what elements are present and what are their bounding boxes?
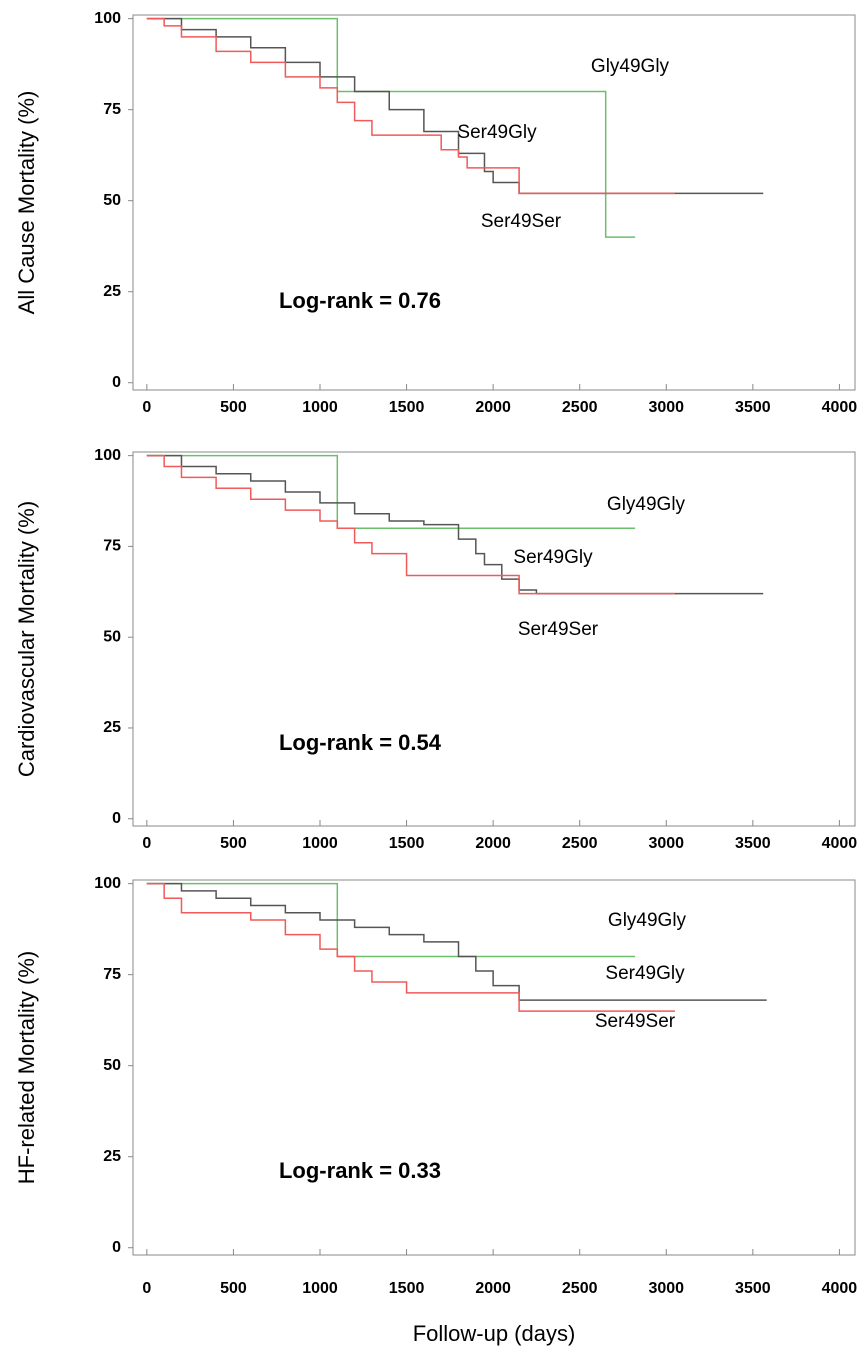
y-tick-label: 100: [94, 447, 121, 464]
x-tick-label: 500: [220, 835, 247, 852]
x-tick-label: 0: [142, 835, 151, 852]
x-tick-label: 3500: [735, 1280, 771, 1297]
x-tick-label: 3000: [648, 835, 684, 852]
y-axis-label: HF-related Mortality (%): [14, 951, 39, 1184]
survival-line: [146, 882, 636, 958]
x-tick-label: 4000: [822, 1280, 857, 1297]
y-axis-label: Cardiovascular Mortality (%): [14, 501, 39, 777]
survival-line: [146, 17, 764, 195]
survival-line: [146, 454, 636, 530]
plot-frame: [132, 14, 856, 391]
x-tick-label: 2000: [475, 1280, 511, 1297]
y-tick-label: 75: [103, 538, 121, 555]
plot-frame: [132, 879, 856, 1256]
series-label: Ser49Gly: [513, 547, 593, 568]
series-label: Gly49Gly: [591, 56, 670, 77]
x-tick-label: 2500: [562, 835, 598, 852]
y-axis-label: All Cause Mortality (%): [14, 91, 39, 315]
y-tick-label: 100: [94, 875, 121, 892]
survival-line: [146, 882, 767, 1001]
survival-line: [146, 17, 636, 238]
series-label: Ser49Gly: [605, 963, 685, 984]
series-label: Ser49Ser: [481, 211, 562, 232]
survival-line: [146, 882, 675, 1012]
x-tick-label: 4000: [822, 835, 857, 852]
x-tick-label: 2500: [562, 399, 598, 416]
x-tick-label: 0: [142, 1280, 151, 1297]
x-tick-label: 1000: [302, 1280, 338, 1297]
y-tick-label: 0: [112, 374, 121, 391]
y-tick-label: 100: [94, 10, 121, 27]
x-tick-label: 2000: [475, 399, 511, 416]
x-tick-label: 2000: [475, 835, 511, 852]
y-tick-label: 0: [112, 1239, 121, 1256]
y-tick-label: 25: [103, 1148, 121, 1165]
x-tick-label: 4000: [822, 399, 857, 416]
annotation: Log-rank = 0.33: [279, 1158, 441, 1183]
x-tick-label: 3500: [735, 835, 771, 852]
survival-line: [146, 454, 675, 595]
series-label: Gly49Gly: [608, 910, 687, 931]
annotation: Log-rank = 0.76: [279, 288, 441, 313]
series-label: Ser49Gly: [457, 122, 537, 143]
x-tick-label: 1000: [302, 399, 338, 416]
plot-frame: [132, 451, 856, 827]
x-tick-label: 0: [142, 399, 151, 416]
y-tick-label: 50: [103, 192, 121, 209]
x-tick-label: 1500: [389, 835, 425, 852]
x-tick-label: 2500: [562, 1280, 598, 1297]
y-tick-label: 0: [112, 810, 121, 827]
y-tick-label: 50: [103, 628, 121, 645]
y-tick-label: 25: [103, 719, 121, 736]
x-tick-label: 3500: [735, 399, 771, 416]
x-tick-label: 500: [220, 1280, 247, 1297]
series-label: Ser49Ser: [595, 1011, 676, 1032]
x-tick-label: 1500: [389, 399, 425, 416]
x-tick-label: 500: [220, 399, 247, 416]
series-label: Gly49Gly: [607, 494, 686, 515]
y-tick-label: 50: [103, 1057, 121, 1074]
annotation: Log-rank = 0.54: [279, 730, 442, 755]
x-tick-label: 3000: [648, 399, 684, 416]
survival-line: [146, 454, 764, 595]
survival-line: [146, 17, 675, 195]
x-tick-label: 1500: [389, 1280, 425, 1297]
x-axis-label: Follow-up (days): [413, 1321, 576, 1346]
x-tick-label: 3000: [648, 1280, 684, 1297]
y-tick-label: 75: [103, 101, 121, 118]
x-tick-label: 1000: [302, 835, 338, 852]
series-label: Ser49Ser: [518, 619, 599, 640]
y-tick-label: 75: [103, 966, 121, 983]
y-tick-label: 25: [103, 283, 121, 300]
